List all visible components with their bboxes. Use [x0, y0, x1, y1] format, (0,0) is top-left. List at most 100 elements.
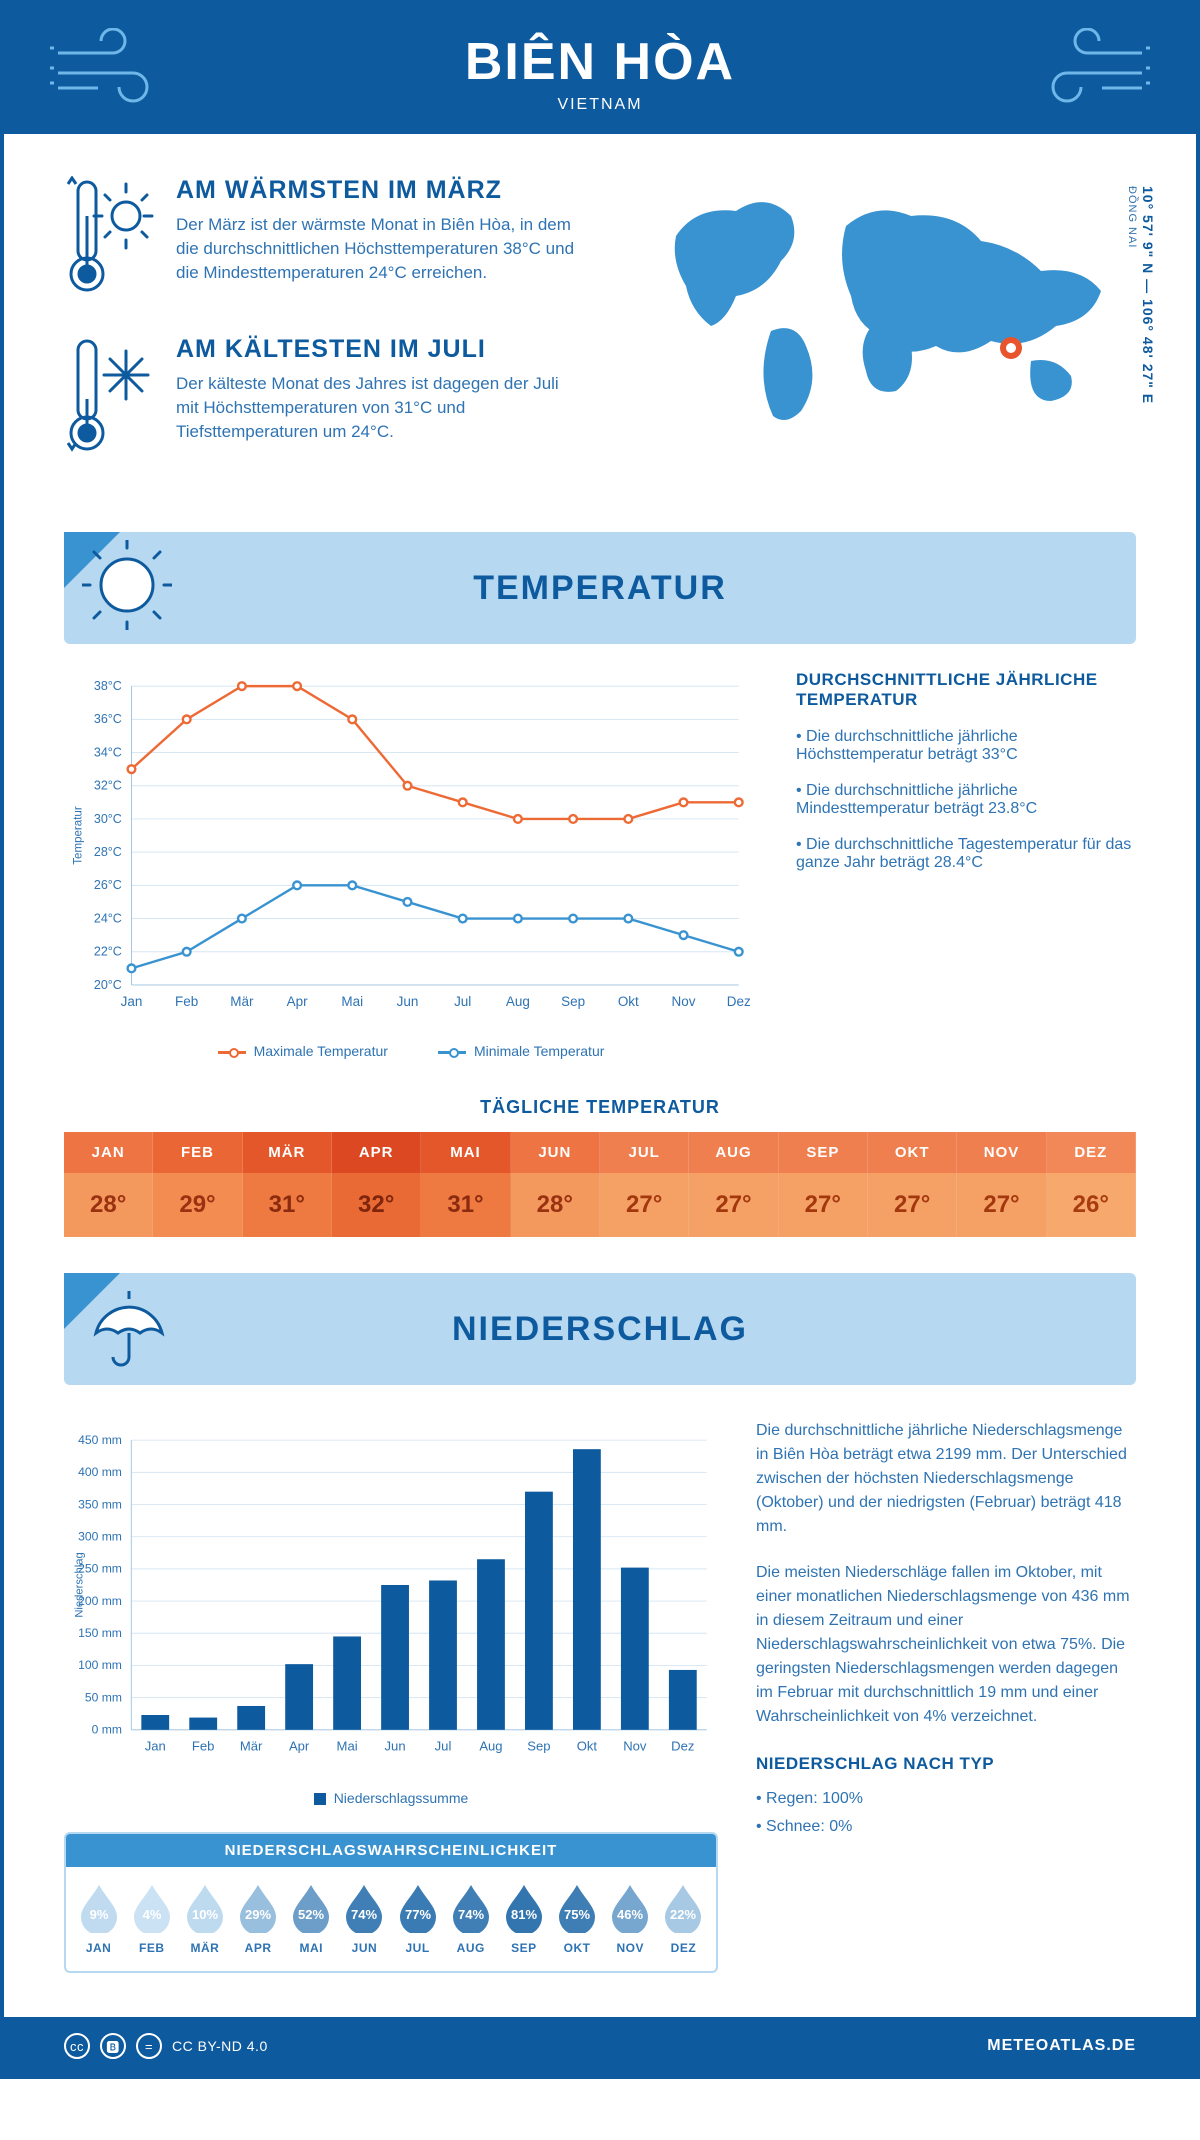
svg-text:Mär: Mär — [230, 994, 254, 1009]
warmest-title: AM WÄRMSTEN IM MÄRZ — [176, 176, 586, 205]
svg-text:0 mm: 0 mm — [92, 1723, 122, 1737]
svg-text:Feb: Feb — [175, 994, 198, 1009]
daily-temp-value: 27° — [689, 1173, 778, 1237]
svg-text:30°C: 30°C — [94, 812, 122, 826]
sun-icon — [82, 540, 172, 630]
svg-text:Apr: Apr — [289, 1738, 310, 1753]
svg-text:450 mm: 450 mm — [78, 1433, 122, 1447]
coldest-text: Der kälteste Monat des Jahres ist dagege… — [176, 372, 586, 444]
probability-drops: 9% JAN 4% FEB 10% MÄR 29% APR 52 — [66, 1867, 716, 1961]
temp-bullet-2: • Die durchschnittliche jährliche Mindes… — [796, 782, 1136, 818]
footer: cc 🅱 = CC BY-ND 4.0 METEOATLAS.DE — [4, 2017, 1196, 2075]
prob-title: NIEDERSCHLAGSWAHRSCHEINLICHKEIT — [66, 1834, 716, 1867]
daily-temp-header: FEB — [153, 1132, 242, 1173]
daily-temp-header: APR — [332, 1132, 421, 1173]
daily-temp-header: JUL — [600, 1132, 689, 1173]
svg-text:Jan: Jan — [121, 994, 143, 1009]
prob-drop: 22% DEZ — [659, 1881, 708, 1955]
thermometer-hot-icon — [64, 176, 154, 301]
prob-drop: 46% NOV — [606, 1881, 655, 1955]
svg-text:20°C: 20°C — [94, 978, 122, 992]
svg-text:Okt: Okt — [577, 1738, 598, 1753]
daily-temp-header: JAN — [64, 1132, 153, 1173]
prob-drop: 75% OKT — [553, 1881, 602, 1955]
precip-bar-chart: 0 mm50 mm100 mm150 mm200 mm250 mm300 mm3… — [64, 1419, 718, 1806]
svg-text:400 mm: 400 mm — [78, 1465, 122, 1479]
license: cc 🅱 = CC BY-ND 4.0 — [64, 2033, 268, 2059]
precip-p1: Die durchschnittliche jährliche Niedersc… — [756, 1419, 1136, 1539]
temp-bullet-1: • Die durchschnittliche jährliche Höchst… — [796, 728, 1136, 764]
license-text: CC BY-ND 4.0 — [172, 2038, 268, 2054]
coldest-title: AM KÄLTESTEN IM JULI — [176, 335, 586, 364]
daily-temp-value: 29° — [153, 1173, 242, 1237]
daily-temp-header: MAI — [421, 1132, 510, 1173]
svg-text:300 mm: 300 mm — [78, 1529, 122, 1543]
svg-text:28°C: 28°C — [94, 845, 122, 859]
svg-text:Nov: Nov — [623, 1738, 647, 1753]
daily-temp-header: DEZ — [1047, 1132, 1136, 1173]
svg-text:24°C: 24°C — [94, 911, 122, 925]
svg-text:36°C: 36°C — [94, 712, 122, 726]
svg-text:50 mm: 50 mm — [85, 1690, 122, 1704]
daily-temp-header: MÄR — [243, 1132, 332, 1173]
daily-temp-title: TÄGLICHE TEMPERATUR — [4, 1097, 1196, 1118]
svg-text:81%: 81% — [511, 1907, 537, 1922]
prob-drop: 52% MAI — [287, 1881, 336, 1955]
daily-temp-header: NOV — [957, 1132, 1046, 1173]
svg-text:Aug: Aug — [479, 1738, 502, 1753]
country-label: VIETNAM — [44, 96, 1156, 114]
temperature-section: 20°C22°C24°C26°C28°C30°C32°C34°C36°C38°C… — [4, 644, 1196, 1071]
line-chart-legend: Maximale Temperatur Minimale Temperatur — [64, 1043, 758, 1059]
svg-text:22%: 22% — [670, 1907, 696, 1922]
svg-text:9%: 9% — [89, 1907, 108, 1922]
svg-text:Sep: Sep — [561, 994, 585, 1009]
infographic-page: BIÊN HÒA VIETNAM AM WÄRM — [0, 0, 1200, 2079]
svg-text:Aug: Aug — [506, 994, 530, 1009]
daily-temp-value: 27° — [868, 1173, 957, 1237]
site-name: METEOATLAS.DE — [987, 2037, 1136, 2055]
by-icon: 🅱 — [100, 2033, 126, 2059]
precip-summary: Die durchschnittliche jährliche Niedersc… — [756, 1419, 1136, 1973]
svg-text:Apr: Apr — [287, 994, 308, 1009]
svg-text:32°C: 32°C — [94, 779, 122, 793]
city-title: BIÊN HÒA — [44, 32, 1156, 92]
warmest-text: Der März ist der wärmste Monat in Biên H… — [176, 213, 586, 285]
temp-bullet-3: • Die durchschnittliche Tagestemperatur … — [796, 836, 1136, 872]
svg-text:Mai: Mai — [337, 1738, 358, 1753]
svg-text:Okt: Okt — [618, 994, 639, 1009]
svg-text:Niederschlag: Niederschlag — [74, 1552, 86, 1617]
precip-title: NIEDERSCHLAG — [452, 1310, 748, 1349]
daily-temp-header: JUN — [511, 1132, 600, 1173]
daily-temp-value: 32° — [332, 1173, 421, 1237]
svg-text:Jul: Jul — [435, 1738, 452, 1753]
svg-text:75%: 75% — [564, 1907, 590, 1922]
svg-text:Sep: Sep — [527, 1738, 550, 1753]
precip-banner: NIEDERSCHLAG — [64, 1273, 1136, 1385]
svg-text:100 mm: 100 mm — [78, 1658, 122, 1672]
prob-drop: 81% SEP — [499, 1881, 548, 1955]
svg-text:Jun: Jun — [385, 1738, 406, 1753]
daily-temp-header: AUG — [689, 1132, 778, 1173]
temperature-title: TEMPERATUR — [473, 569, 727, 608]
daily-temp-table: JANFEBMÄRAPRMAIJUNJULAUGSEPOKTNOVDEZ28°2… — [64, 1132, 1136, 1237]
thermometer-cold-icon — [64, 335, 154, 460]
daily-temp-value: 31° — [421, 1173, 510, 1237]
svg-text:52%: 52% — [298, 1907, 324, 1922]
svg-text:Jul: Jul — [454, 994, 471, 1009]
precip-p2: Die meisten Niederschläge fallen im Okto… — [756, 1561, 1136, 1729]
prob-drop: 10% MÄR — [180, 1881, 229, 1955]
daily-temp-header: SEP — [779, 1132, 868, 1173]
coordinates: 10° 57' 9" N — 106° 48' 27" E ĐỒNG NAI — [1124, 186, 1156, 404]
svg-text:26°C: 26°C — [94, 878, 122, 892]
svg-text:Mai: Mai — [341, 994, 363, 1009]
svg-text:22°C: 22°C — [94, 945, 122, 959]
prob-drop: 74% AUG — [446, 1881, 495, 1955]
cc-icon: cc — [64, 2033, 90, 2059]
svg-text:Dez: Dez — [727, 994, 751, 1009]
daily-temp-value: 26° — [1047, 1173, 1136, 1237]
svg-text:4%: 4% — [142, 1907, 161, 1922]
coord-text: 10° 57' 9" N — 106° 48' 27" E — [1140, 186, 1156, 404]
svg-text:350 mm: 350 mm — [78, 1497, 122, 1511]
prob-drop: 4% FEB — [127, 1881, 176, 1955]
svg-text:77%: 77% — [405, 1907, 431, 1922]
